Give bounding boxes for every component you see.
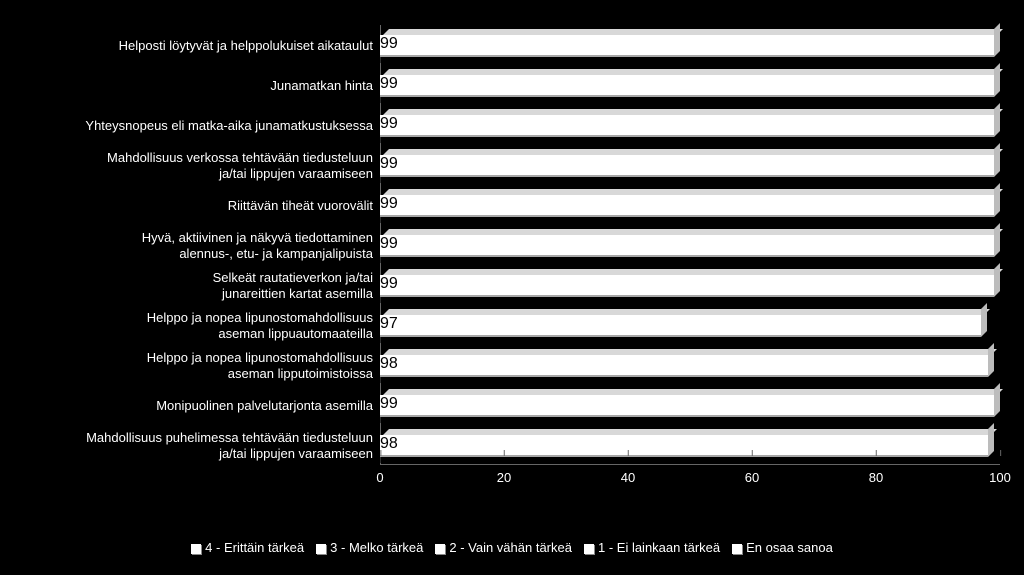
plot-area: 9999999999999997989998020406080100 [380, 25, 1000, 485]
category-label: Selkeät rautatieverkon ja/taijunareittie… [40, 270, 373, 302]
category-label: Riittävän tiheät vuorovälit [40, 198, 373, 214]
bar-fill: 97 [380, 315, 981, 337]
legend-item: 3 - Melko tärkeä [316, 540, 423, 555]
bar-fill: 99 [380, 115, 994, 137]
x-tick: 0 [376, 470, 383, 485]
bar-fill: 99 [380, 75, 994, 97]
legend: 4 - Erittäin tärkeä 3 - Melko tärkeä 2 - V… [0, 540, 1024, 575]
legend-swatch [732, 544, 742, 554]
x-tick: 20 [497, 470, 511, 485]
category-label: Yhteysnopeus eli matka-aika junamatkustu… [40, 118, 373, 134]
legend-text: En osaa sanoa [746, 540, 833, 555]
x-tick-mark [1000, 450, 1001, 456]
legend-text: 3 - Melko tärkeä [330, 540, 423, 555]
legend-swatch [435, 544, 445, 554]
bar-fill: 99 [380, 155, 994, 177]
x-tick: 80 [869, 470, 883, 485]
x-tick: 60 [745, 470, 759, 485]
category-label: Junamatkan hinta [40, 78, 373, 94]
bar-fill: 99 [380, 35, 994, 57]
chart-area: Helposti löytyvät ja helppolukuiset aika… [40, 25, 1000, 535]
category-label: Monipuolinen palvelutarjonta asemilla [40, 398, 373, 414]
legend-text: 1 - Ei lainkaan tärkeä [598, 540, 720, 555]
category-label: Helposti löytyvät ja helppolukuiset aika… [40, 38, 373, 54]
x-tick-mark [380, 450, 381, 456]
x-tick: 100 [989, 470, 1011, 485]
legend-item: 1 - Ei lainkaan tärkeä [584, 540, 720, 555]
bar-fill: 99 [380, 395, 994, 417]
bar-fill: 99 [380, 195, 994, 217]
bar-fill: 98 [380, 435, 988, 457]
bar-fill: 99 [380, 235, 994, 257]
legend-text: 4 - Erittäin tärkeä [205, 540, 304, 555]
category-label: Helppo ja nopea lipunostomahdollisuusase… [40, 350, 373, 382]
legend-item: 4 - Erittäin tärkeä [191, 540, 304, 555]
category-label: Hyvä, aktiivinen ja näkyvä tiedottaminen… [40, 230, 373, 262]
x-tick-mark [504, 450, 505, 456]
bar-fill: 98 [380, 355, 988, 377]
category-label: Mahdollisuus puhelimessa tehtävään tiedu… [40, 430, 373, 462]
x-tick-mark [752, 450, 753, 456]
bar-fill: 99 [380, 275, 994, 297]
legend-item: En osaa sanoa [732, 540, 833, 555]
legend-item: 2 - Vain vähän tärkeä [435, 540, 572, 555]
y-axis-labels: Helposti löytyvät ja helppolukuiset aika… [40, 25, 373, 485]
x-tick-mark [628, 450, 629, 456]
legend-swatch [584, 544, 594, 554]
x-tick: 40 [621, 470, 635, 485]
x-tick-mark [876, 450, 877, 456]
legend-swatch [191, 544, 201, 554]
category-label: Mahdollisuus verkossa tehtävään tieduste… [40, 150, 373, 182]
legend-swatch [316, 544, 326, 554]
category-label: Helppo ja nopea lipunostomahdollisuusase… [40, 310, 373, 342]
x-axis-line [380, 464, 1000, 465]
legend-text: 2 - Vain vähän tärkeä [449, 540, 572, 555]
